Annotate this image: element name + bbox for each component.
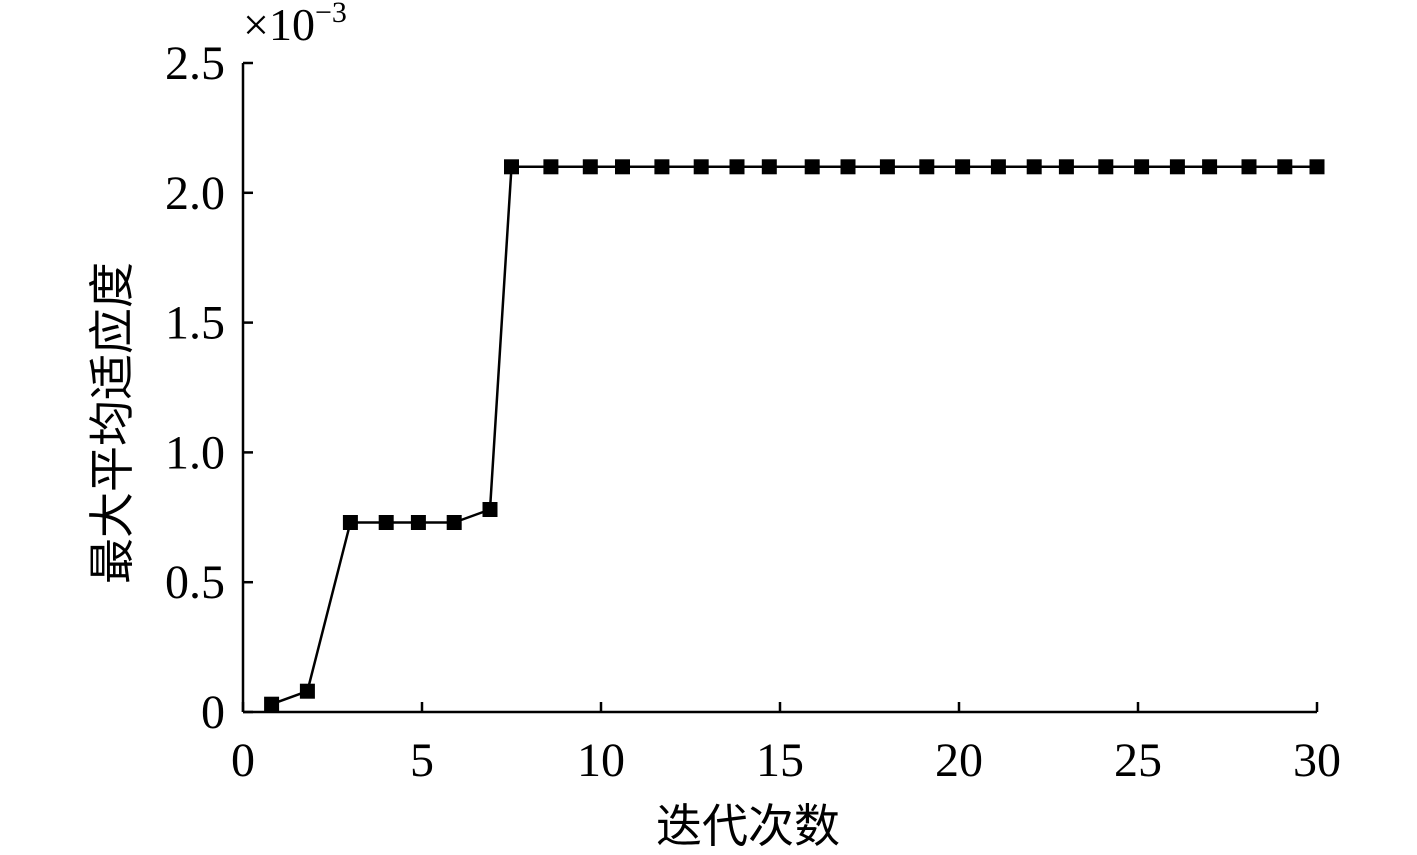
y-axis-title: 最大平均适应度 bbox=[85, 262, 139, 584]
data-point-marker bbox=[654, 159, 670, 175]
data-point-marker bbox=[1169, 159, 1185, 175]
data-point-marker bbox=[919, 159, 935, 175]
data-point-marker bbox=[1058, 159, 1074, 175]
data-point-marker bbox=[299, 683, 315, 699]
x-tick-label: 10 bbox=[577, 734, 625, 787]
data-point-marker bbox=[729, 159, 745, 175]
ticks: 0 0.5 1.0 1.5 2.0 2.5 0 5 10 15 20 25 30 bbox=[165, 37, 1341, 787]
data-point-marker bbox=[879, 159, 895, 175]
data-point-marker bbox=[840, 159, 856, 175]
data-point-marker bbox=[1134, 159, 1150, 175]
data-point-marker bbox=[264, 696, 280, 712]
x-axis-title: 迭代次数 bbox=[656, 799, 840, 853]
series-polyline bbox=[271, 165, 1317, 706]
x-tick-label: 20 bbox=[935, 734, 983, 787]
x-tick-label: 25 bbox=[1114, 734, 1162, 787]
x-tick-label: 15 bbox=[756, 734, 804, 787]
y-tick-label: 2.0 bbox=[165, 167, 225, 220]
x-tick-label: 5 bbox=[410, 734, 434, 787]
data-point-marker bbox=[1309, 159, 1325, 175]
y-axis-multiplier: ×10−3 bbox=[243, 0, 347, 50]
y-axis-multiplier-base: ×10 bbox=[243, 0, 315, 50]
series-line bbox=[271, 165, 1317, 706]
y-tick-label: 1.0 bbox=[165, 426, 225, 479]
data-point-marker bbox=[446, 515, 462, 530]
data-point-marker bbox=[582, 159, 598, 175]
data-point-marker bbox=[1202, 159, 1218, 175]
x-tick-label: 0 bbox=[231, 734, 255, 787]
data-point-marker bbox=[504, 159, 519, 175]
data-point-marker bbox=[543, 159, 559, 175]
data-point-marker bbox=[482, 502, 498, 517]
data-point-marker bbox=[342, 515, 358, 530]
data-point-marker bbox=[990, 159, 1006, 175]
y-axis-multiplier-exponent: −3 bbox=[315, 0, 347, 29]
data-point-marker bbox=[1241, 159, 1257, 175]
data-point-marker bbox=[761, 159, 777, 175]
x-tick-label: 30 bbox=[1293, 734, 1341, 787]
data-point-marker bbox=[1026, 159, 1042, 175]
data-point-marker bbox=[1098, 159, 1114, 175]
series-markers bbox=[264, 159, 1325, 712]
data-point-marker bbox=[410, 515, 426, 530]
data-point-marker bbox=[378, 515, 394, 530]
data-point-marker bbox=[1277, 159, 1293, 175]
y-tick-label: 0.5 bbox=[165, 556, 225, 609]
y-tick-label: 2.5 bbox=[165, 37, 225, 90]
data-point-marker bbox=[955, 159, 971, 175]
data-point-marker bbox=[693, 159, 709, 175]
data-point-marker bbox=[804, 159, 820, 175]
y-tick-label: 0 bbox=[201, 686, 225, 739]
axes bbox=[241, 63, 1317, 714]
y-tick-label: 1.5 bbox=[165, 297, 225, 350]
data-point-marker bbox=[615, 159, 630, 175]
